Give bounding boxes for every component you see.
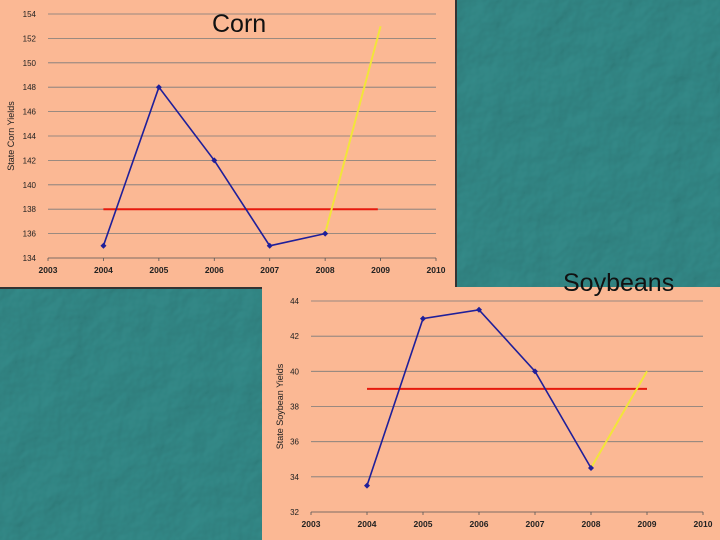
soybean-y-tick-label: 42 — [290, 332, 299, 341]
corn-chart: 134 136 138 140 142 144 146 148 150 152 154 2003 200… — [6, 10, 446, 275]
corn-data-point — [100, 242, 107, 249]
corn-x-tick-label: 2007 — [260, 265, 279, 275]
soybean-chart-panel: 32 34 36 38 40 42 44 2003 2004 2005 2006 2007 2008 20… — [262, 287, 720, 540]
soybean-chart: 32 34 36 38 40 42 44 2003 2004 2005 2006 2007 2008 20… — [275, 297, 713, 529]
soybean-y-tick-label: 36 — [290, 438, 299, 447]
soybean-y-tick-label: 40 — [290, 367, 299, 376]
corn-y-tick-label: 148 — [23, 83, 37, 92]
soybean-y-tick-label: 32 — [290, 508, 299, 517]
corn-projection-line — [324, 25, 382, 234]
corn-y-tick-label: 152 — [23, 34, 37, 43]
corn-data-point — [322, 230, 329, 237]
soybean-data-point — [532, 368, 538, 375]
soybean-x-tick-label: 2009 — [638, 519, 657, 529]
corn-y-tick-label: 134 — [23, 254, 37, 263]
corn-y-axis-label: State Corn Yields — [6, 101, 16, 171]
soybean-x-tick-label: 2005 — [414, 519, 433, 529]
corn-x-tick-label: 2003 — [39, 265, 58, 275]
corn-x-tick-label: 2004 — [94, 265, 113, 275]
soybean-projection-line — [590, 370, 648, 469]
corn-x-tick-label: 2005 — [149, 265, 168, 275]
corn-data-point — [211, 157, 218, 164]
corn-y-tick-label: 154 — [23, 10, 37, 19]
soybean-x-tick-label: 2003 — [302, 519, 321, 529]
corn-chart-title: Corn — [212, 10, 267, 38]
corn-chart-panel: 134 136 138 140 142 144 146 148 150 152 154 2003 200… — [0, 0, 457, 289]
corn-y-tick-label: 146 — [23, 108, 37, 117]
corn-x-tick-label: 2009 — [371, 265, 390, 275]
soybean-x-tick-label: 2006 — [470, 519, 489, 529]
soybean-y-tick-label: 38 — [290, 403, 299, 412]
corn-x-tick-label: 2006 — [205, 265, 224, 275]
soybean-y-tick-label: 34 — [290, 473, 299, 482]
corn-y-tick-label: 138 — [23, 205, 37, 214]
corn-x-tick-label: 2010 — [427, 265, 446, 275]
corn-y-tick-label: 144 — [23, 132, 37, 141]
corn-y-tick-label: 150 — [23, 59, 37, 68]
soybean-data-point — [476, 306, 482, 313]
soybean-x-tick-label: 2007 — [526, 519, 545, 529]
soybean-y-tick-label: 44 — [290, 297, 299, 306]
corn-yields-line — [102, 85, 326, 247]
soybean-x-tick-label: 2010 — [694, 519, 713, 529]
corn-y-tick-label: 140 — [23, 181, 37, 190]
soybean-y-axis-label: State Soybean Yields — [275, 363, 285, 449]
soybean-x-tick-label: 2008 — [582, 519, 601, 529]
corn-y-tick-label: 136 — [23, 230, 37, 239]
corn-x-tick-label: 2008 — [316, 265, 335, 275]
corn-y-tick-label: 142 — [23, 156, 37, 165]
corn-data-point — [266, 242, 273, 249]
soybean-data-point — [364, 482, 370, 489]
soybean-x-tick-label: 2004 — [358, 519, 377, 529]
soybean-chart-title: Soybeans — [563, 269, 675, 297]
soybean-data-point — [588, 465, 594, 472]
soybean-data-point — [420, 315, 426, 322]
corn-data-point — [155, 84, 162, 91]
